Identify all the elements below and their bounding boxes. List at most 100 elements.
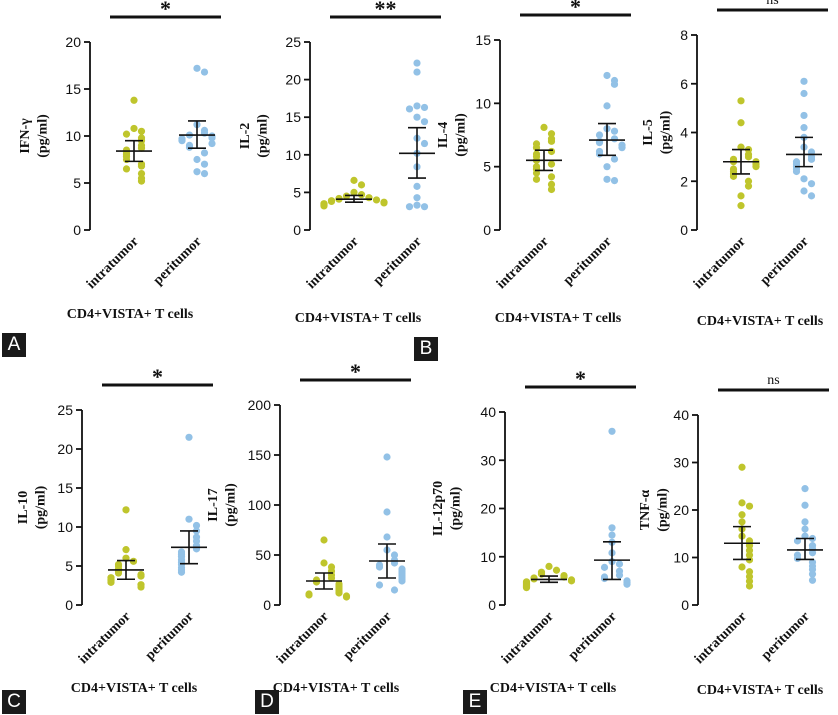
x-axis-label: CD4+VISTA+ T cells — [295, 311, 422, 326]
data-point — [177, 568, 186, 576]
data-point — [567, 577, 576, 585]
significance-label: * — [570, 0, 581, 19]
significance-label: * — [152, 364, 163, 389]
data-point — [547, 173, 556, 181]
chart-7: 0 10 20 30 40 IL-12p70 (pg/ml) * intratumor perit… — [431, 366, 636, 696]
data-point — [185, 433, 193, 441]
x-axis-label: CD4+VISTA+ T cells — [67, 307, 194, 322]
data-point — [608, 427, 616, 435]
data-point — [738, 511, 746, 519]
data-point — [738, 463, 746, 471]
y-tick-label: 0 — [73, 222, 81, 238]
data-point — [192, 545, 201, 553]
panel-label-d: D — [255, 690, 279, 714]
data-point — [137, 572, 145, 580]
category-label: peritumor — [758, 234, 812, 288]
data-point — [413, 113, 421, 121]
data-point — [800, 187, 808, 195]
data-point — [801, 485, 809, 493]
y-tick-label: 5 — [73, 175, 81, 191]
data-point — [738, 499, 746, 507]
x-axis-label: CD4+VISTA+ T cells — [495, 311, 622, 326]
data-point — [744, 182, 753, 190]
y-tick-label: 50 — [255, 547, 271, 563]
category-label: peritumor — [151, 234, 205, 288]
y-tick-label: 15 — [475, 32, 491, 48]
y-tick-label: 25 — [285, 34, 301, 50]
data-point — [610, 127, 619, 135]
data-point — [801, 518, 809, 526]
data-point — [185, 143, 194, 151]
data-point — [800, 77, 808, 85]
category-label: intratumor — [84, 234, 142, 292]
data-point — [122, 506, 130, 514]
y-tick-label: 0 — [65, 597, 73, 613]
data-point — [342, 593, 351, 601]
x-axis-label: CD4+VISTA+ T cells — [697, 683, 824, 698]
data-point — [350, 188, 358, 196]
data-point — [420, 118, 429, 126]
data-point — [600, 563, 609, 571]
data-point — [350, 176, 358, 184]
data-point — [137, 583, 145, 591]
y-axis-label: IL-12p70 (pg/ml) — [431, 481, 464, 536]
y-axis-label: IL-5 (pg/ml) — [641, 110, 674, 154]
data-point — [390, 551, 399, 559]
data-point — [552, 566, 561, 574]
y-tick-label: 15 — [285, 109, 301, 125]
x-axis-label: CD4+VISTA+ T cells — [490, 681, 617, 696]
data-point — [413, 68, 421, 76]
data-point — [807, 192, 816, 200]
data-point — [383, 453, 391, 461]
data-point — [801, 501, 809, 509]
data-point — [532, 175, 541, 183]
data-point — [413, 194, 421, 202]
significance-label: ns — [767, 373, 779, 388]
y-tick-label: 10 — [285, 147, 301, 163]
data-point — [413, 59, 421, 67]
y-tick-label: 5 — [483, 159, 491, 175]
data-point — [357, 181, 366, 189]
data-point — [603, 163, 611, 171]
data-point — [200, 160, 209, 168]
data-point — [793, 554, 802, 563]
data-point — [807, 155, 816, 163]
data-point — [320, 559, 328, 567]
y-tick-label: 40 — [480, 404, 496, 420]
category-label: peritumor — [143, 609, 197, 663]
y-tick-label: 5 — [293, 184, 301, 200]
data-point — [807, 180, 816, 188]
data-point — [365, 194, 373, 202]
data-point — [547, 180, 556, 188]
data-point — [623, 580, 631, 588]
data-point — [335, 589, 343, 597]
data-point — [744, 153, 753, 161]
data-point — [413, 102, 421, 110]
category-label: intratumor — [499, 609, 557, 667]
data-point — [615, 560, 624, 568]
y-tick-label: 150 — [248, 447, 272, 463]
y-axis-label: IL-2 (pg/ml) — [238, 114, 271, 158]
data-point — [405, 203, 414, 211]
y-tick-label: 15 — [57, 480, 73, 496]
y-tick-label: 0 — [483, 222, 491, 238]
panel-label-e: E — [463, 690, 487, 714]
data-point — [808, 576, 817, 584]
data-point — [192, 521, 201, 530]
data-point — [738, 563, 746, 571]
y-tick-label: 8 — [680, 27, 688, 43]
y-tick-label: 0 — [263, 597, 271, 613]
chart-3: 0 5 10 15 IL-4 (pg/ml) * intratumor peritumor CD4… — [436, 0, 631, 326]
y-tick-label: 0 — [488, 597, 496, 613]
data-point — [801, 525, 809, 533]
data-point — [122, 546, 130, 554]
y-tick-label: 25 — [57, 402, 73, 418]
data-point — [608, 531, 616, 539]
data-point — [547, 185, 556, 194]
data-point — [745, 582, 754, 590]
category-label: intratumor — [274, 609, 332, 667]
data-point — [420, 139, 429, 148]
data-point — [603, 71, 611, 80]
y-tick-label: 20 — [65, 34, 81, 50]
data-point — [193, 64, 201, 72]
